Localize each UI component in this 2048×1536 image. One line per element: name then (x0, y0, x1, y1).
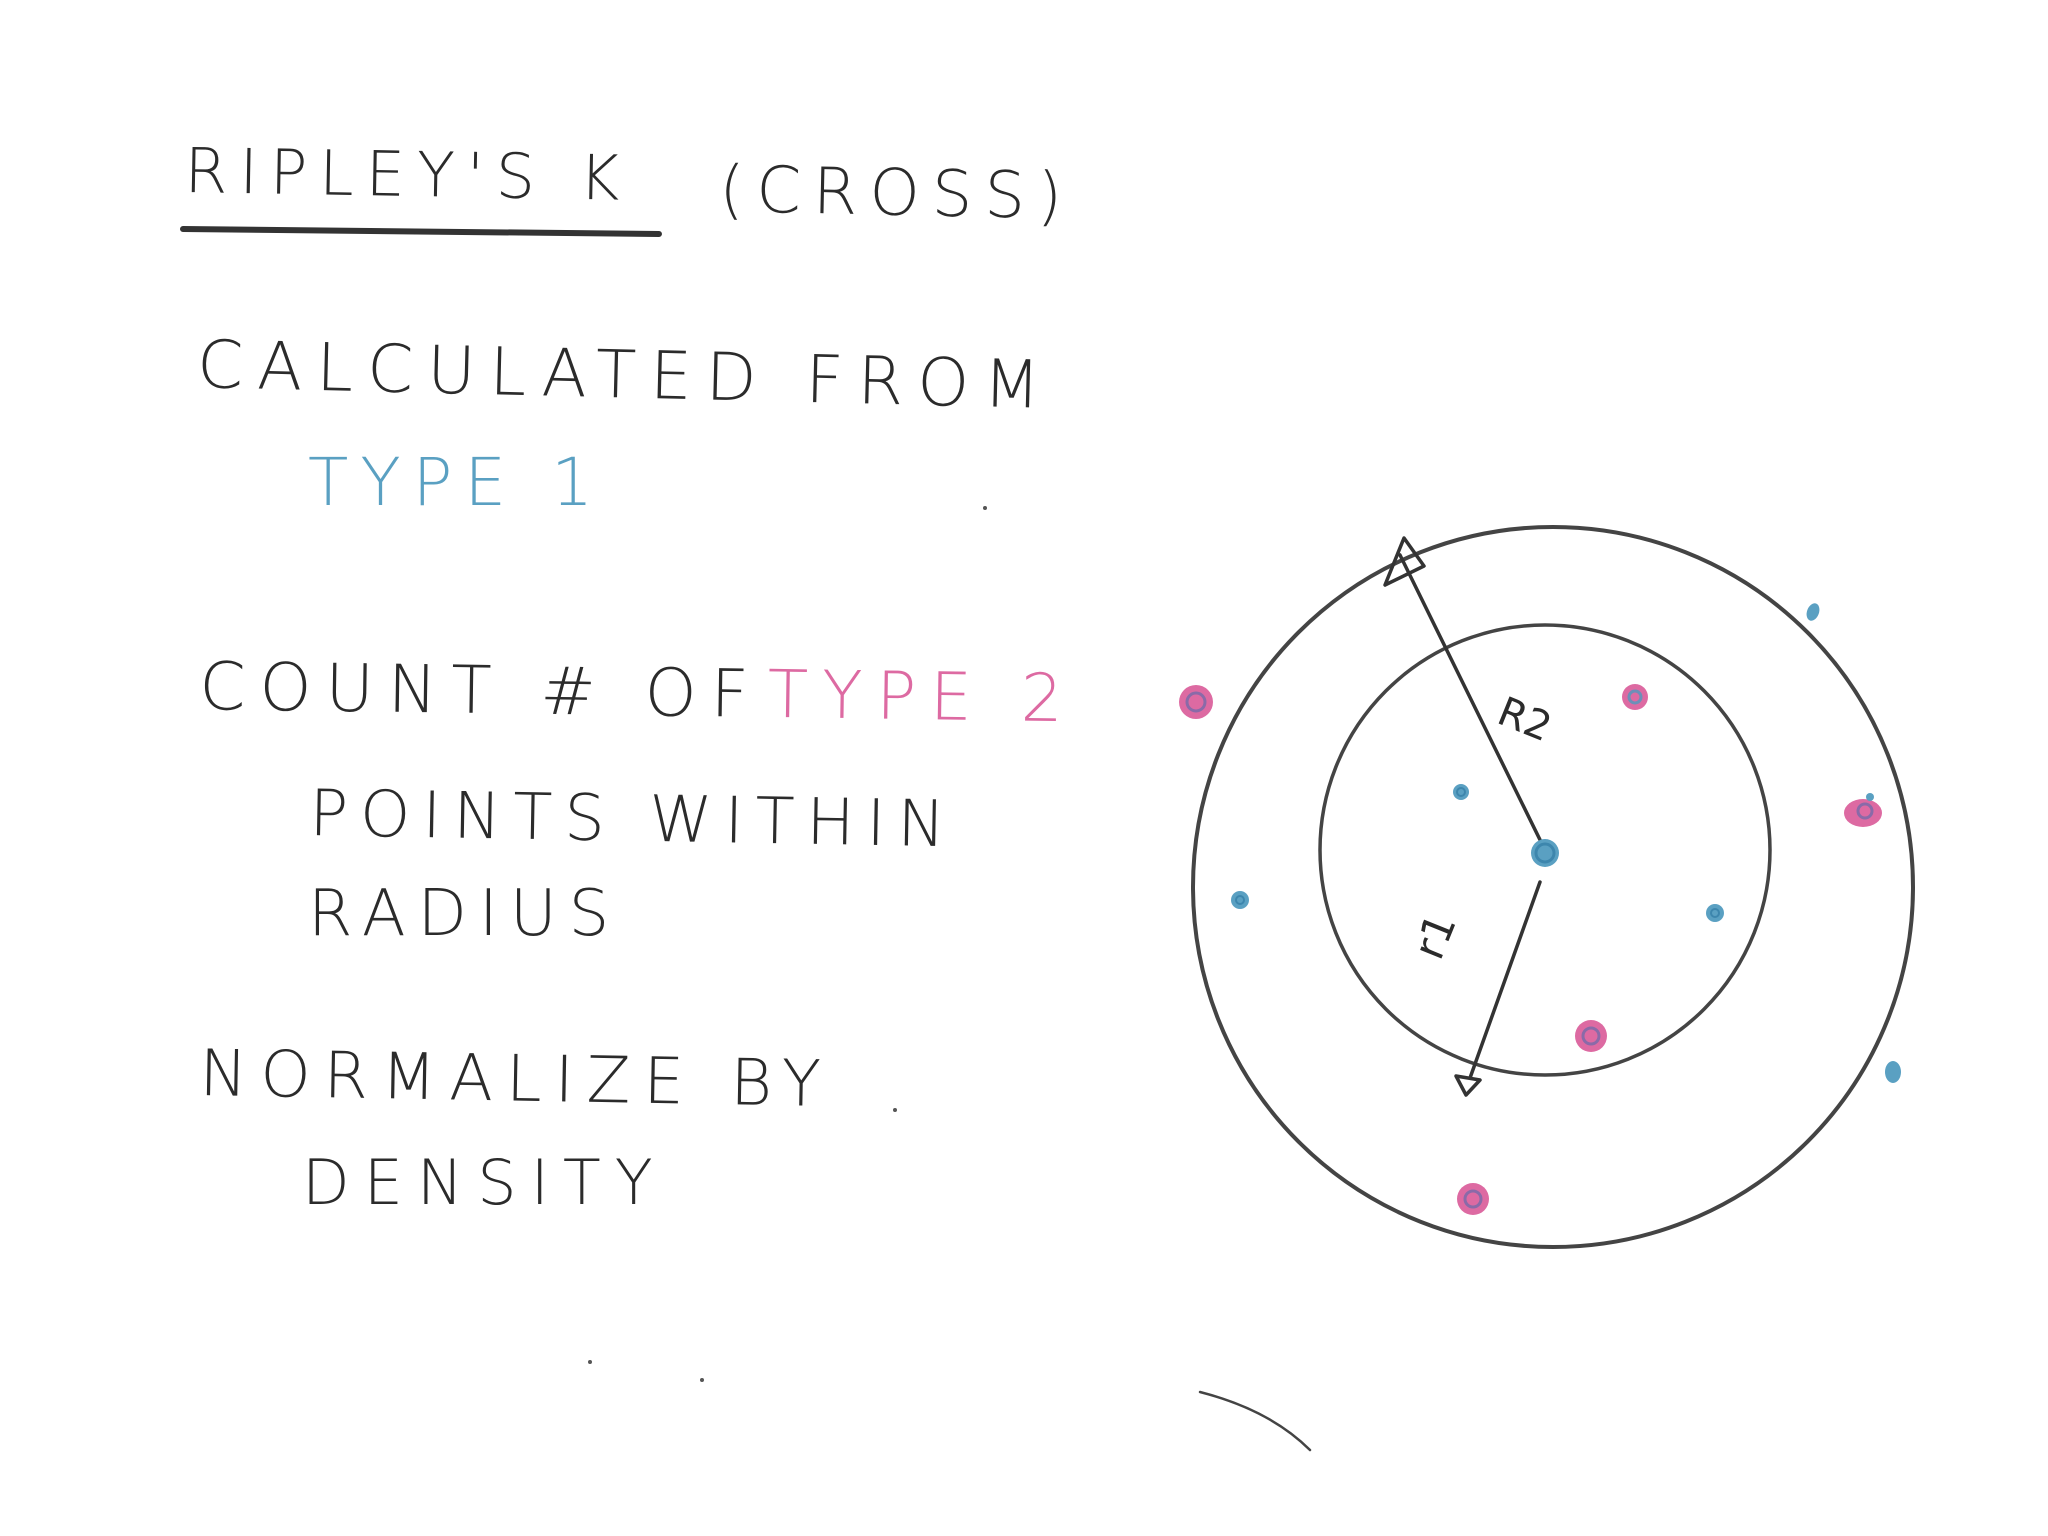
type1-text: Type 1 (308, 444, 606, 521)
stray-dot (983, 506, 987, 510)
inner-radius-arrow (1454, 880, 1542, 1097)
type1-point (1706, 904, 1724, 922)
inner-radius-symbol: r1 (1404, 907, 1466, 966)
stray-pen-stroke (1198, 1390, 1312, 1452)
type1-point (1231, 891, 1249, 909)
density-text: density (302, 1146, 667, 1219)
outer-circle (1191, 525, 1915, 1249)
inner-radius-label: r1 (1404, 907, 1466, 966)
type1-point (1453, 784, 1469, 800)
outer-radius-symbol: R2 (1491, 689, 1558, 752)
stray-dot (700, 1378, 704, 1382)
type2-point (1622, 684, 1648, 710)
type1-point (1885, 1061, 1901, 1083)
type2-point (1179, 685, 1213, 719)
type1-point (1806, 603, 1820, 621)
type2-point (1575, 1020, 1607, 1052)
outer-radius-label: R2 (1491, 689, 1558, 752)
type2-point (1457, 1183, 1489, 1215)
outer-radius-arrow (1383, 536, 1547, 852)
inner-circle (1318, 623, 1772, 1077)
type2-point (1844, 793, 1882, 827)
stray-dot (893, 1108, 897, 1112)
center-point-type1 (1531, 839, 1559, 867)
stray-dot (588, 1360, 592, 1364)
radius-text: radius (308, 877, 622, 951)
